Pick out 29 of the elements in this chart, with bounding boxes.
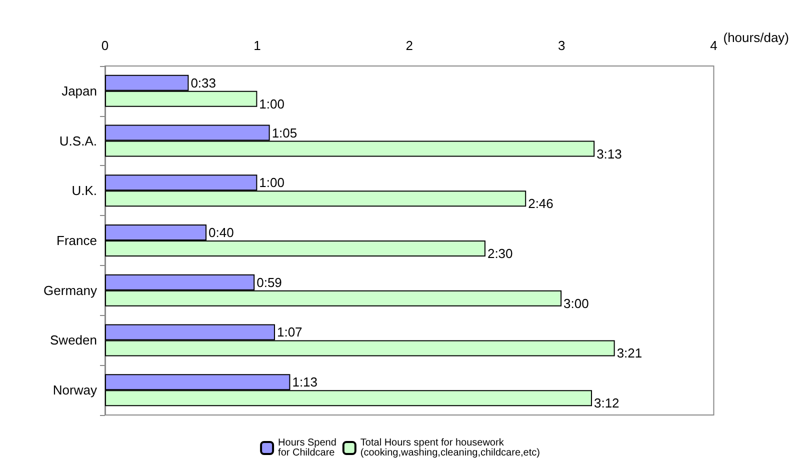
x-tick-label: 0: [101, 38, 109, 53]
legend-label: Hours Spend for Childcare: [278, 438, 336, 458]
data-label: 3:12: [594, 396, 620, 411]
x-tick-label: 2: [406, 38, 413, 53]
legend-label: Total Hours spent for housework (cooking,washing,cleaning,childcare,etc): [360, 438, 540, 458]
data-label: 1:05: [272, 125, 298, 140]
data-label: 3:00: [564, 296, 589, 311]
data-label: 0:40: [208, 225, 234, 240]
x-tick-label: 3: [558, 38, 566, 53]
x-tick-label: 4: [710, 38, 718, 53]
data-label: 1:00: [259, 175, 284, 190]
x-axis-title: (hours/day): [723, 30, 789, 45]
y-tick-label: Norway: [52, 382, 98, 398]
y-tick-label: U.K.: [72, 183, 97, 198]
x-tick-label: 1: [254, 38, 261, 53]
data-label: 0:59: [256, 274, 282, 290]
data-label: 1:00: [259, 96, 284, 112]
data-label: 3:21: [616, 346, 642, 361]
data-label: 2:30: [487, 246, 513, 261]
y-tick-label: Japan: [62, 83, 97, 98]
data-label: 0:33: [190, 75, 216, 90]
y-tick-label: France: [56, 233, 97, 248]
data-label: 1:13: [292, 374, 318, 390]
y-tick-label: U.S.A.: [59, 133, 97, 148]
data-label: 1:07: [276, 324, 302, 340]
data-label: 3:13: [596, 146, 622, 162]
y-tick-label: Sweden: [50, 332, 97, 348]
data-label: 2:46: [528, 196, 554, 212]
y-tick-label: Germany: [44, 282, 98, 298]
